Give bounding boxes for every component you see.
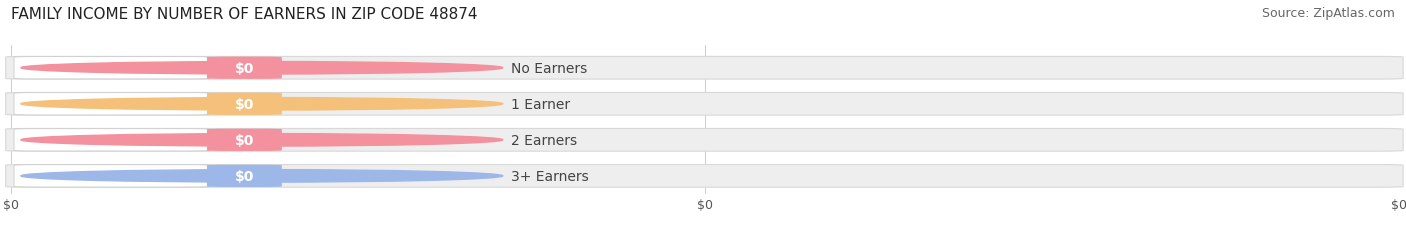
Text: Source: ZipAtlas.com: Source: ZipAtlas.com [1261, 7, 1395, 20]
FancyBboxPatch shape [14, 93, 209, 116]
Text: $0: $0 [235, 169, 254, 183]
Text: 1 Earner: 1 Earner [512, 97, 571, 111]
FancyBboxPatch shape [6, 165, 1403, 187]
FancyBboxPatch shape [14, 165, 209, 187]
Text: No Earners: No Earners [512, 61, 588, 75]
FancyBboxPatch shape [6, 129, 1403, 152]
Text: FAMILY INCOME BY NUMBER OF EARNERS IN ZIP CODE 48874: FAMILY INCOME BY NUMBER OF EARNERS IN ZI… [11, 7, 478, 22]
Circle shape [21, 170, 503, 182]
Text: 3+ Earners: 3+ Earners [512, 169, 589, 183]
Text: 2 Earners: 2 Earners [512, 133, 578, 147]
Text: $0: $0 [235, 61, 254, 75]
Text: $0: $0 [235, 97, 254, 111]
FancyBboxPatch shape [14, 129, 209, 151]
FancyBboxPatch shape [6, 93, 1403, 116]
FancyBboxPatch shape [207, 57, 281, 79]
Text: $0: $0 [235, 133, 254, 147]
FancyBboxPatch shape [207, 129, 281, 151]
Circle shape [21, 134, 503, 146]
FancyBboxPatch shape [14, 57, 209, 79]
Circle shape [21, 62, 503, 75]
FancyBboxPatch shape [207, 93, 281, 116]
FancyBboxPatch shape [207, 165, 281, 187]
FancyBboxPatch shape [6, 57, 1403, 80]
Circle shape [21, 98, 503, 111]
